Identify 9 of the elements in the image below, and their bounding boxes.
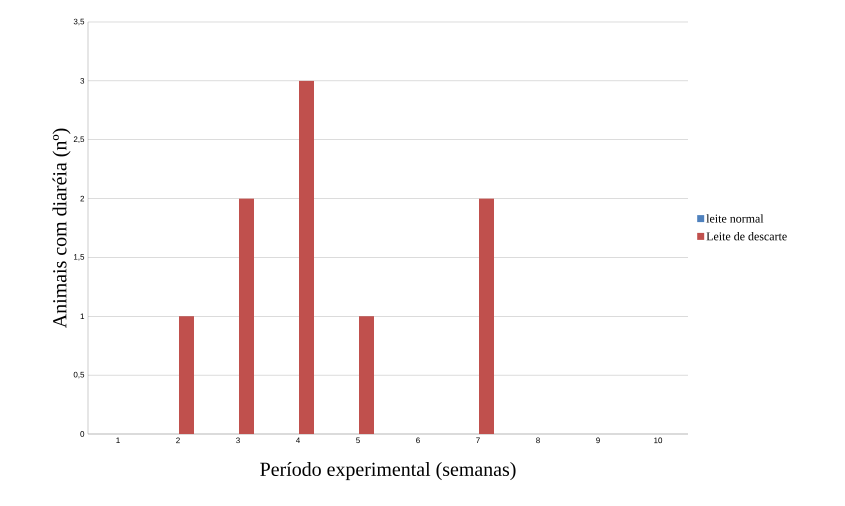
legend-label: Leite de descarte (706, 232, 787, 240)
bar (359, 316, 374, 434)
bar (238, 198, 254, 434)
y-axis-title: Animais com diaréia (nº) (52, 128, 71, 328)
bar (178, 316, 194, 434)
bar (299, 80, 314, 434)
x-axis-title: Período experimental (semanas) (260, 462, 516, 480)
legend-label: leite normal (706, 214, 764, 223)
bar (479, 198, 494, 434)
